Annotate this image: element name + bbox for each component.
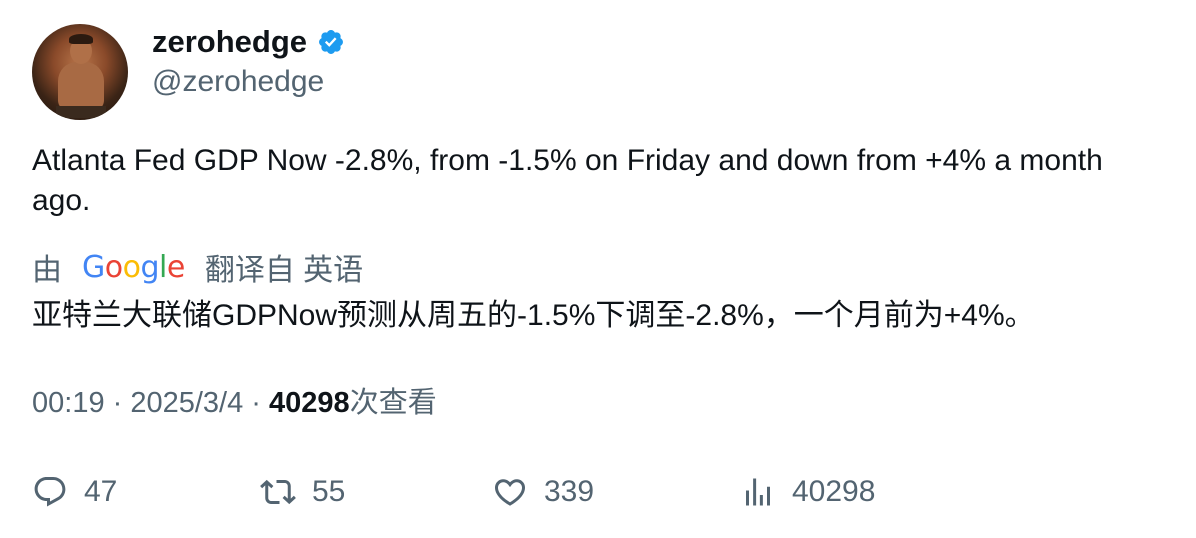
google-logo: Google: [82, 249, 185, 285]
tweet-date[interactable]: 2025/3/4: [130, 387, 244, 419]
author-handle[interactable]: @zerohedge: [152, 65, 325, 98]
translated-from-label: 翻译自 英语: [204, 254, 364, 287]
translated-by-label: 由: [32, 254, 62, 287]
author-display-name[interactable]: zerohedge: [152, 24, 308, 59]
translated-text: 亚特兰大联储GDPNow预测从周五的-1.5%下调至-2.8%，一个月前为+4%…: [32, 299, 1035, 332]
like-button[interactable]: 339: [492, 470, 594, 514]
views-button[interactable]: 40298: [740, 470, 875, 514]
views-label: 次查看: [349, 387, 437, 419]
action-bar: 47 55 339 40298: [32, 470, 1172, 514]
author-name-row[interactable]: zerohedge: [152, 22, 345, 62]
verified-badge-icon: [319, 30, 343, 54]
retweet-icon: [260, 479, 296, 505]
views-count: 40298: [269, 387, 350, 419]
reply-button[interactable]: 47: [32, 470, 117, 514]
tweet-meta: 00:19 · 2025/3/4 · 40298次查看: [32, 387, 437, 419]
retweet-button[interactable]: 55: [260, 470, 345, 514]
like-count: 339: [544, 475, 595, 508]
reply-count: 47: [84, 475, 118, 508]
tweet-time[interactable]: 00:19: [32, 387, 105, 419]
avatar[interactable]: [32, 24, 128, 120]
reply-icon: [34, 477, 66, 507]
translation-attribution[interactable]: 由 Google 翻译自 英语: [32, 247, 364, 288]
views-stat-count: 40298: [792, 475, 876, 508]
heart-icon: [494, 479, 526, 506]
retweet-count: 55: [312, 475, 346, 508]
avatar-figure: [58, 62, 104, 110]
analytics-icon: [746, 478, 770, 506]
tweet-text: Atlanta Fed GDP Now -2.8%, from -1.5% on…: [32, 144, 1103, 217]
